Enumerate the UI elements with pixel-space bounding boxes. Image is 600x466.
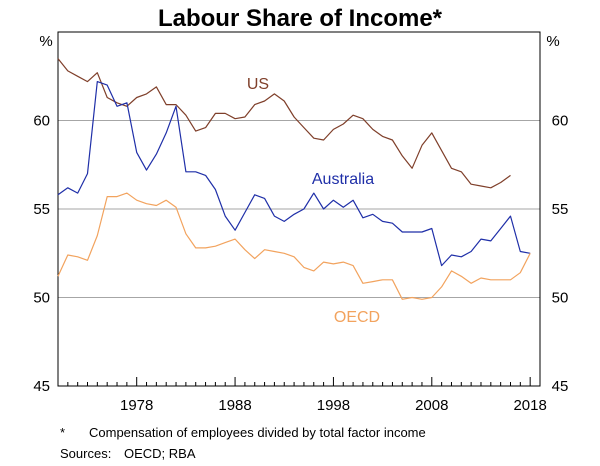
sources-text: OECD; RBA xyxy=(124,446,196,461)
series-label-oecd: OECD xyxy=(334,309,380,326)
sources-label: Sources: xyxy=(60,446,111,461)
series-lines xyxy=(57,58,531,300)
footnote-marker: * xyxy=(60,425,65,440)
series-line-us xyxy=(57,58,511,189)
series-label-us: US xyxy=(247,76,269,93)
series-line-oecd xyxy=(57,192,531,300)
y-tick-label-left-60: 60 xyxy=(33,113,50,130)
y-tick-label-left-45: 45 xyxy=(33,378,50,395)
y-tick-label-right-60: 60 xyxy=(552,113,569,130)
right-unit-label: % xyxy=(546,33,559,50)
y-tick-label-right-50: 50 xyxy=(552,290,569,307)
x-axis-tick-labels: 1978 1988 1998 2008 2018 xyxy=(120,397,547,414)
plot-frame xyxy=(57,31,541,387)
chart-title: Labour Share of Income* xyxy=(158,5,443,32)
y-tick-label-right-55: 55 xyxy=(552,201,569,218)
left-unit-label: % xyxy=(39,33,52,50)
series-line-australia xyxy=(57,80,531,267)
series-label-australia: Australia xyxy=(312,171,374,188)
x-tick-label-1988: 1988 xyxy=(218,397,251,414)
gridlines xyxy=(58,120,540,298)
x-tick-label-2008: 2008 xyxy=(415,397,448,414)
x-tick-label-2018: 2018 xyxy=(513,397,546,414)
y-tick-label-right-45: 45 xyxy=(552,378,569,395)
y-axis-tick-labels: 45 45 50 50 55 55 60 60 xyxy=(33,113,568,396)
y-tick-label-left-55: 55 xyxy=(33,201,50,218)
x-tick-label-1998: 1998 xyxy=(317,397,350,414)
x-axis-tick-marks xyxy=(67,377,531,386)
x-tick-label-1978: 1978 xyxy=(120,397,153,414)
footnote-text: Compensation of employees divided by tot… xyxy=(89,425,426,440)
y-tick-label-left-50: 50 xyxy=(33,290,50,307)
